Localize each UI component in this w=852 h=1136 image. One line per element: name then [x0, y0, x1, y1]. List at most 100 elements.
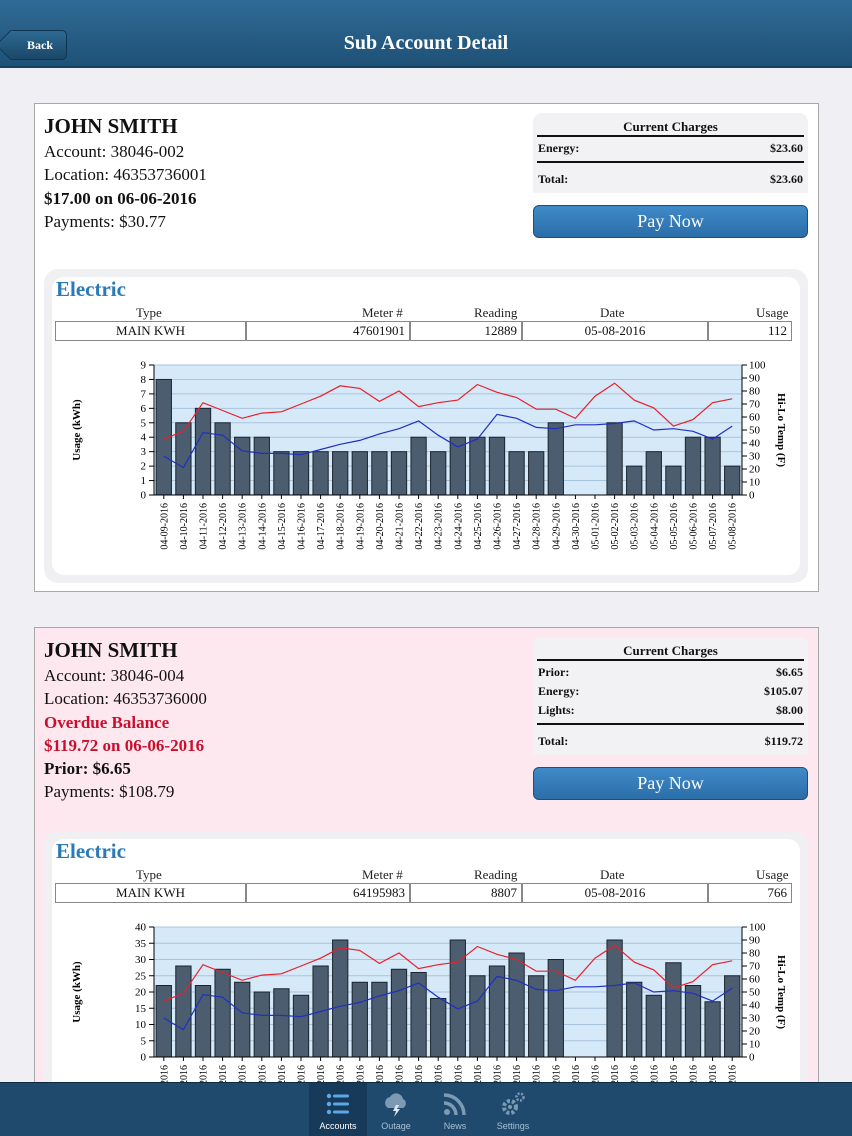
x-tick-label: 04-17-2016 [316, 503, 327, 550]
y2-tick-label: 80 [749, 948, 761, 960]
total-value: $119.72 [764, 734, 803, 748]
x-tick-label: 04-24-2016 [453, 503, 464, 550]
tab-label: News [443, 1121, 467, 1131]
usage-bar [508, 451, 525, 496]
usage-bar [175, 965, 192, 1058]
usage-bar [704, 1001, 721, 1058]
rss-icon [443, 1093, 466, 1116]
y2-tick-label: 0 [749, 490, 755, 502]
y-tick-label: 25 [135, 970, 147, 982]
x-tick-label: 04-26-2016 [493, 503, 504, 550]
prior-balance: Prior: $6.65 [44, 759, 131, 779]
y-tick-label: 4 [141, 432, 147, 444]
usage-bar [488, 436, 506, 496]
meter-reading-cell: 8807 [410, 883, 522, 903]
meter-header-usage: Usage [756, 305, 789, 320]
usage-bar [528, 451, 545, 496]
x-tick-label: 05-01-2016 [591, 503, 602, 550]
x-tick-label: 04-29-2016 [551, 503, 562, 550]
x-tick-label: 04-13-2016 [238, 503, 249, 550]
tab-accounts[interactable]: Accounts [309, 1083, 367, 1136]
y-tick-label: 6 [141, 403, 147, 415]
meter-header-date: Date [600, 305, 625, 320]
location-number: Location: 46353736000 [44, 689, 207, 709]
y-tick-label: 9 [141, 360, 147, 372]
usage-bar [332, 451, 349, 496]
usage-bar [626, 981, 643, 1058]
y2-tick-label: 50 [749, 987, 761, 999]
y-tick-label: 35 [135, 938, 147, 950]
electric-meter-panel: Electric Type Meter # Reading Date Usage… [44, 831, 808, 1131]
charge-label: Energy: [538, 684, 580, 698]
x-tick-label: 04-21-2016 [395, 503, 406, 550]
sub-account-card: JOHN SMITH Account: 38046-004 Location: … [34, 627, 819, 1131]
usage-bar [292, 994, 310, 1058]
plot-background [154, 365, 742, 495]
charge-label: Prior: [538, 665, 570, 679]
usage-bar [606, 422, 623, 496]
y2-tick-label: 70 [749, 399, 761, 411]
y2-tick-label: 60 [749, 974, 761, 986]
account-number: Account: 38046-002 [44, 142, 185, 161]
charge-label: Energy: [538, 141, 580, 155]
meter-date-cell: 05-08-2016 [522, 321, 708, 341]
x-tick-label: 04-25-2016 [473, 503, 484, 550]
x-tick-label: 04-15-2016 [277, 503, 288, 550]
tab-news[interactable]: News [426, 1083, 484, 1136]
meter-number-cell: 47601901 [246, 321, 410, 341]
charge-row: Prior: $6.65 [533, 663, 808, 682]
y2-axis-label: Hi-Lo Temp (F) [775, 393, 787, 467]
pay-now-button[interactable]: Pay Now [533, 205, 808, 238]
amount-due: $17.00 on 06-06-2016 [44, 188, 197, 208]
x-tick-label: 04-10-2016 [179, 503, 190, 550]
x-tick-label: 04-23-2016 [434, 503, 445, 550]
usage-bar [351, 981, 368, 1058]
usage-bar [234, 981, 251, 1058]
payments-total: Payments: $108.79 [44, 782, 175, 802]
y2-tick-label: 100 [749, 922, 766, 934]
x-tick-label: 04-16-2016 [297, 503, 308, 550]
usage-bar [645, 451, 662, 496]
account-number: Account: 38046-004 [44, 666, 185, 685]
usage-chart: 0123456789010203040506070809010004-09-20… [71, 360, 787, 550]
pay-now-button[interactable]: Pay Now [533, 767, 808, 800]
y2-tick-label: 0 [749, 1052, 755, 1064]
usage-bar [332, 939, 349, 1058]
usage-bar [194, 985, 212, 1058]
usage-bar [665, 465, 682, 496]
usage-bar [371, 451, 388, 496]
usage-bar [430, 451, 447, 496]
account-info: JOHN SMITH Account: 38046-002 Location: … [44, 113, 207, 233]
usage-bar [194, 407, 212, 496]
y2-tick-label: 90 [749, 935, 761, 947]
x-tick-label: 04-28-2016 [532, 503, 543, 550]
y-tick-label: 7 [141, 388, 147, 400]
charge-value: $23.60 [770, 141, 803, 155]
tab-bar: Accounts Outage News Settings [0, 1082, 852, 1136]
y-axis-label: Usage (kWh) [71, 399, 83, 461]
back-button[interactable]: Back [8, 30, 68, 60]
charges-total-row: Total: $23.60 [537, 161, 804, 193]
y2-tick-label: 20 [749, 1026, 761, 1038]
y-tick-label: 8 [141, 374, 147, 386]
usage-bar [724, 975, 741, 1058]
charge-row: Lights: $8.00 [533, 701, 808, 720]
usage-bar [253, 991, 270, 1058]
charge-row: Energy: $23.60 [533, 139, 808, 158]
tab-outage[interactable]: Outage [367, 1083, 425, 1136]
usage-bar [488, 965, 506, 1058]
meter-header-meter: Meter # [362, 305, 403, 320]
y2-tick-label: 10 [749, 477, 761, 489]
x-tick-label: 04-18-2016 [336, 503, 347, 550]
electric-meter-panel: Electric Type Meter # Reading Date Usage… [44, 269, 808, 583]
usage-bar [528, 975, 545, 1058]
y2-tick-label: 80 [749, 386, 761, 398]
electric-section-title: Electric [56, 839, 126, 863]
charge-value: $8.00 [776, 703, 803, 717]
x-tick-label: 04-22-2016 [414, 503, 425, 550]
usage-chart: 0510152025303540010203040506070809010004… [71, 922, 787, 1112]
tab-settings[interactable]: Settings [484, 1083, 542, 1136]
x-tick-label: 05-07-2016 [708, 503, 719, 550]
tab-label: Accounts [319, 1121, 357, 1131]
charges-total-row: Total: $119.72 [537, 723, 804, 755]
